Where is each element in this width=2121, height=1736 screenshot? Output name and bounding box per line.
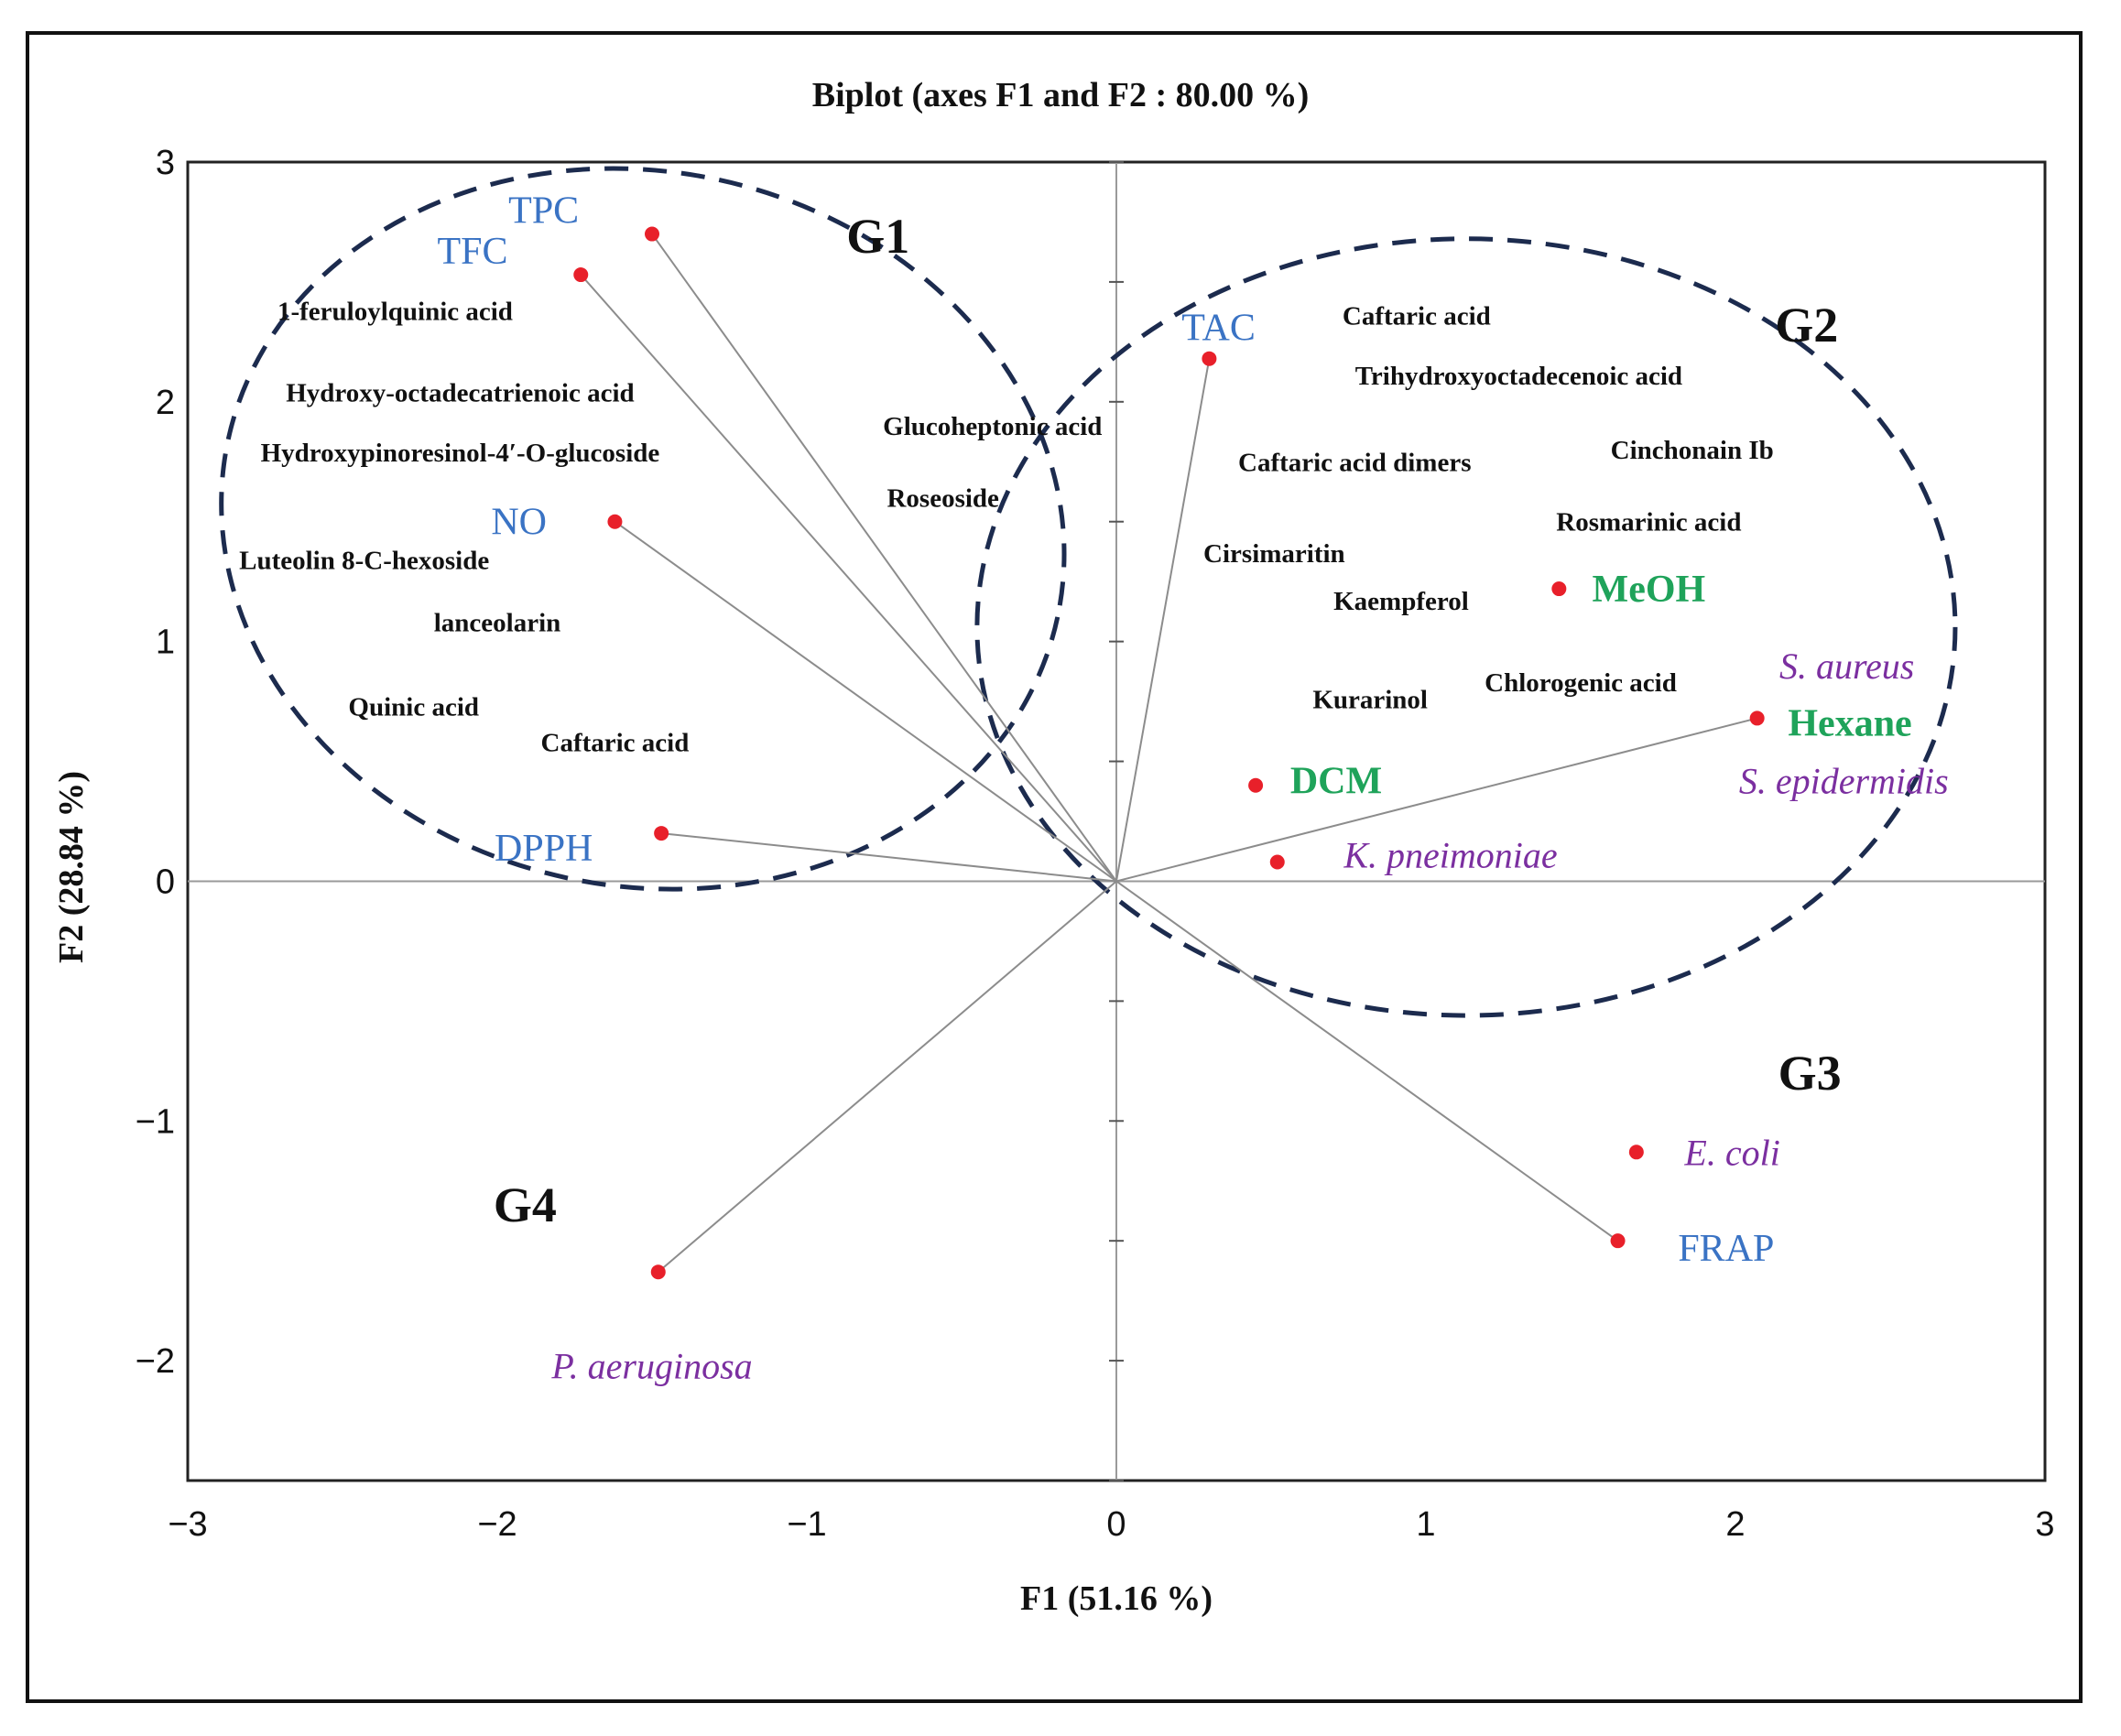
group-label-g2: G2: [1775, 298, 1838, 353]
vector-paer: [658, 880, 1117, 1273]
label-ecoli: E. coli: [1683, 1132, 1779, 1173]
label-kpn: K. pneimoniae: [1343, 835, 1557, 876]
y-tick-label: 1: [156, 624, 175, 662]
marker-dpph: [654, 826, 669, 841]
compound-label: Quinic acid: [348, 692, 479, 722]
data-points: [573, 226, 1765, 1280]
label-tfc: TFC: [437, 231, 507, 273]
compound-label: Cinchonain Ib: [1611, 436, 1774, 465]
marker-meoh: [1551, 581, 1567, 597]
vector-hexane: [1115, 717, 1757, 883]
vector-tfc: [580, 274, 1117, 883]
marker-kpn: [1269, 854, 1285, 870]
vector-tpc: [651, 233, 1117, 883]
y-axis-label: F2 (28.84 %): [52, 771, 91, 963]
x-tick-label: 2: [1725, 1505, 1745, 1544]
label-tpc: TPC: [508, 190, 579, 232]
label-dpph: DPPH: [495, 828, 593, 870]
x-tick-label: 3: [2035, 1505, 2054, 1544]
y-tick-label: −1: [136, 1102, 175, 1141]
compound-label: Luteolin 8-C-hexoside: [239, 547, 489, 576]
marker-dcm: [1248, 777, 1264, 793]
loading-vectors: [580, 233, 1757, 1273]
compound-label: Caftaric acid: [1343, 302, 1491, 331]
label-dcm: DCM: [1290, 760, 1382, 802]
compound-label: lanceolarin: [434, 609, 561, 638]
label-hexane: Hexane: [1788, 703, 1911, 745]
label-saureus: S. aureus: [1779, 646, 1914, 687]
x-tick-label: 0: [1106, 1505, 1126, 1544]
compound-label: Cirsimaritin: [1203, 539, 1345, 569]
group-ellipses: [219, 166, 1958, 1018]
compound-label: Glucoheptonic acid: [883, 412, 1102, 441]
group-label-g1: G1: [846, 209, 909, 264]
marker-hexane: [1749, 711, 1765, 726]
marker-paer: [650, 1264, 666, 1280]
compound-label: Roseoside: [886, 484, 999, 514]
x-tick-label: −3: [168, 1505, 207, 1544]
axis-ticks: −3 −2 −1 0 1 2 3 3 2 1 0 −1 −2: [136, 144, 2055, 1544]
x-tick-label: −1: [787, 1505, 826, 1544]
label-no: NO: [491, 502, 547, 544]
chart-title: Biplot (axes F1 and F2 : 80.00 %): [812, 76, 1310, 114]
marker-ecoli: [1628, 1145, 1644, 1160]
label-paer: P. aeruginosa: [550, 1345, 752, 1386]
compound-label: Chlorogenic acid: [1485, 668, 1677, 698]
compound-label: Rosmarinic acid: [1556, 508, 1741, 537]
compound-label: Trihydroxyoctadecenoic acid: [1355, 362, 1682, 391]
vector-no: [614, 520, 1117, 883]
compound-label: Caftaric acid: [541, 729, 690, 758]
compound-label: Kaempferol: [1333, 587, 1469, 616]
marker-no: [607, 514, 623, 529]
marker-tac: [1202, 351, 1217, 366]
marker-frap: [1610, 1233, 1626, 1249]
group-label-g3: G3: [1778, 1046, 1842, 1101]
ellipse-g2: [974, 236, 1958, 1018]
label-tac: TAC: [1181, 308, 1256, 350]
label-sepi: S. epidermidis: [1739, 760, 1949, 801]
compound-label: Kurarinol: [1312, 685, 1428, 714]
x-tick-label: −2: [477, 1505, 517, 1544]
label-frap: FRAP: [1678, 1228, 1774, 1270]
y-tick-label: 2: [156, 384, 175, 422]
label-meoh: MeOH: [1593, 569, 1706, 611]
ellipse-g1: [219, 166, 1067, 892]
compound-label: 1-feruloylquinic acid: [277, 297, 513, 326]
x-axis-label: F1 (51.16 %): [1020, 1579, 1213, 1618]
compound-label: Hydroxy-octadecatrienoic acid: [286, 378, 634, 407]
vector-frap: [1115, 880, 1619, 1242]
y-tick-label: 3: [156, 144, 175, 182]
x-tick-label: 1: [1416, 1505, 1435, 1544]
group-label-g4: G4: [494, 1177, 557, 1232]
y-tick-label: −2: [136, 1342, 175, 1381]
vector-dpph: [661, 832, 1117, 883]
compound-label: Hydroxypinoresinol-4′-O-glucoside: [261, 439, 660, 468]
vector-tac: [1115, 358, 1211, 882]
marker-tpc: [645, 226, 659, 242]
compound-label: Caftaric acid dimers: [1238, 448, 1472, 477]
marker-tfc: [573, 267, 589, 283]
y-tick-label: 0: [156, 863, 175, 901]
